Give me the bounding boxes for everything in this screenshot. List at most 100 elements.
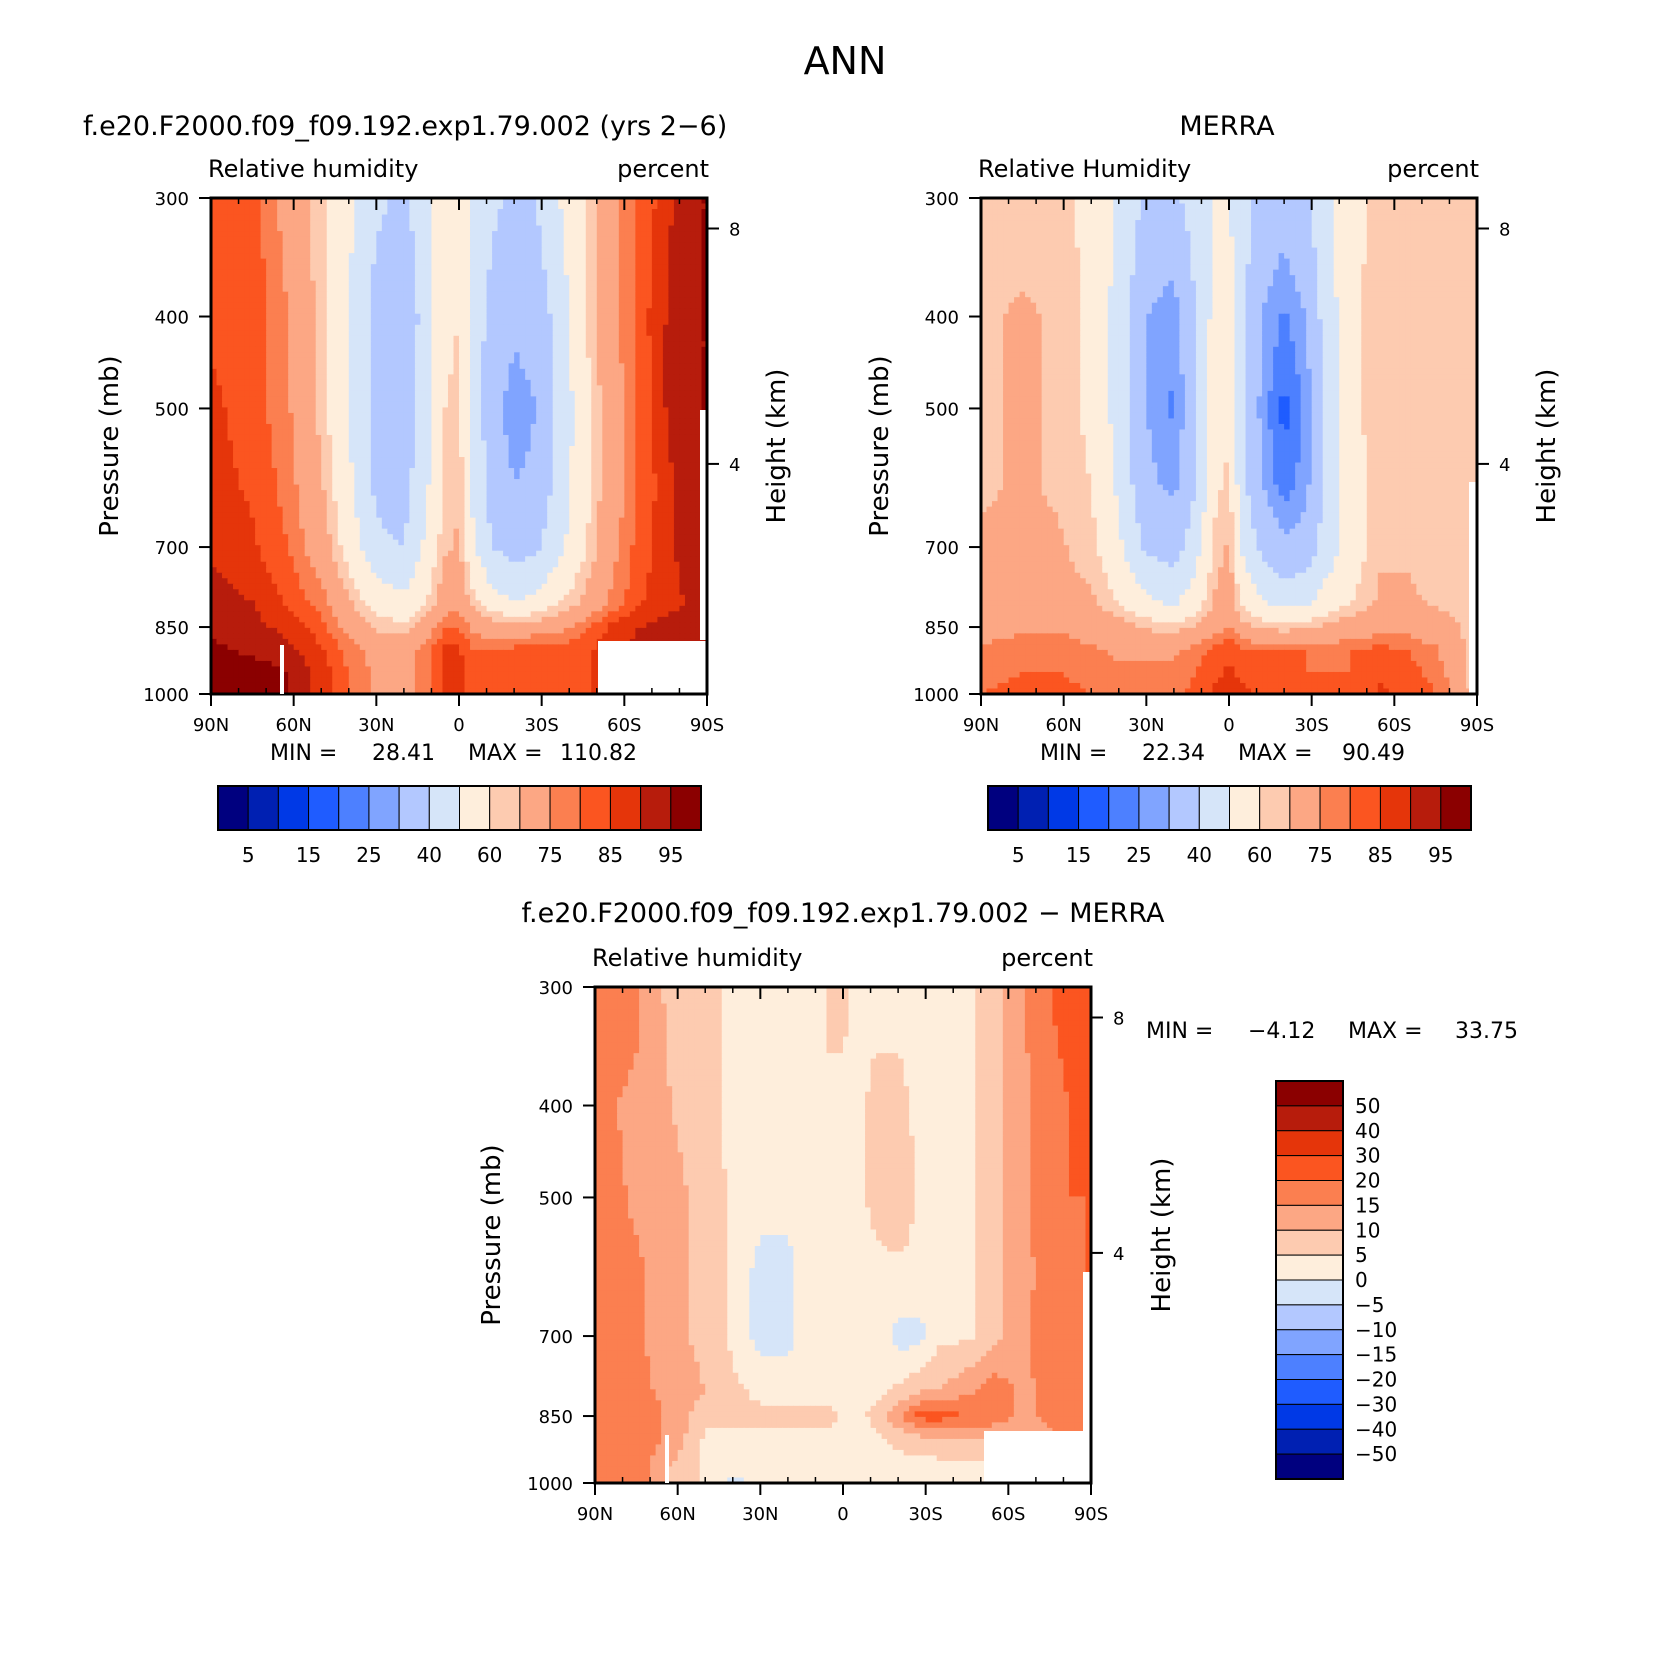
field-cell <box>293 479 300 486</box>
field-cell <box>701 319 707 326</box>
field-cell <box>332 220 339 227</box>
field-cell <box>530 286 537 293</box>
field-cell <box>409 418 416 425</box>
field-cell <box>431 490 438 497</box>
field-cell <box>403 198 410 205</box>
field-cell <box>321 357 328 364</box>
field-cell <box>580 479 587 486</box>
field-cell <box>552 379 559 386</box>
field-cell <box>414 457 422 464</box>
field-cell <box>370 429 377 436</box>
field-cell <box>591 220 598 227</box>
field-cell <box>431 418 438 425</box>
field-cell <box>624 247 631 254</box>
panel-model-right-label: percent <box>617 155 709 183</box>
field-cell <box>310 258 317 265</box>
field-cell <box>304 280 311 287</box>
field-cell <box>459 374 466 381</box>
field-cell <box>618 418 625 425</box>
field-cell <box>530 374 537 381</box>
field-cell <box>530 335 537 342</box>
field-cell <box>260 407 267 414</box>
field-cell <box>442 275 449 282</box>
field-cell <box>249 396 256 403</box>
field-cell <box>244 407 251 414</box>
field-cell <box>492 368 499 375</box>
field-cell <box>541 275 548 282</box>
field-cell <box>519 457 526 464</box>
field-cell <box>541 330 548 337</box>
field-cell <box>271 396 278 403</box>
field-cell <box>222 236 229 243</box>
field-cell <box>640 357 647 364</box>
field-cell <box>464 341 471 348</box>
field-cell <box>684 341 692 348</box>
field-cell <box>249 247 256 254</box>
field-cell <box>651 286 658 293</box>
field-cell <box>695 286 703 293</box>
field-cell <box>481 319 488 326</box>
field-cell <box>563 209 570 216</box>
field-cell <box>673 302 681 309</box>
field-cell <box>695 352 703 359</box>
field-cell <box>640 346 647 353</box>
field-cell <box>662 412 670 420</box>
field-cell <box>481 203 488 210</box>
field-cell <box>332 352 339 359</box>
field-cell <box>459 198 466 205</box>
field-cell <box>613 363 620 370</box>
field-cell <box>679 242 686 249</box>
field-cell <box>459 341 466 348</box>
field-cell <box>249 407 256 414</box>
field-cell <box>310 302 317 309</box>
field-cell <box>249 462 256 469</box>
field-cell <box>629 374 636 381</box>
field-cell <box>288 313 295 320</box>
field-cell <box>607 468 614 475</box>
field-cell <box>354 440 361 447</box>
field-cell <box>348 319 355 326</box>
field-cell <box>508 291 515 298</box>
field-cell <box>514 385 521 392</box>
field-cell <box>651 225 658 232</box>
field-cell <box>288 247 295 254</box>
field-cell <box>271 203 278 210</box>
field-cell <box>227 346 234 353</box>
field-cell <box>420 501 427 508</box>
field-cell <box>602 457 609 464</box>
field-cell <box>420 203 427 210</box>
field-cell <box>249 341 256 348</box>
field-cell <box>348 407 355 414</box>
field-cell <box>293 440 300 447</box>
field-cell <box>326 423 333 431</box>
field-cell <box>365 352 372 359</box>
field-cell <box>447 203 455 210</box>
field-cell <box>613 357 620 364</box>
field-cell <box>695 418 703 425</box>
field-cell <box>260 203 267 210</box>
field-cell <box>255 390 262 397</box>
field-cell <box>613 319 620 326</box>
field-cell <box>304 490 311 497</box>
field-cell <box>690 401 697 409</box>
field-cell <box>376 390 383 397</box>
field-cell <box>662 379 670 386</box>
field-cell <box>381 203 388 210</box>
field-cell <box>558 401 565 409</box>
field-cell <box>530 418 537 425</box>
field-cell <box>227 269 234 276</box>
field-cell <box>453 319 460 326</box>
field-cell <box>607 484 614 491</box>
field-cell <box>580 225 587 232</box>
field-cell <box>326 346 333 353</box>
field-cell <box>563 214 570 221</box>
field-cell <box>233 451 240 458</box>
field-cell <box>398 501 405 508</box>
field-cell <box>690 198 697 205</box>
field-cell <box>651 335 658 342</box>
field-cell <box>613 247 620 254</box>
field-cell <box>541 379 548 386</box>
field-cell <box>359 275 366 282</box>
field-cell <box>442 242 449 249</box>
field-cell <box>635 473 642 480</box>
